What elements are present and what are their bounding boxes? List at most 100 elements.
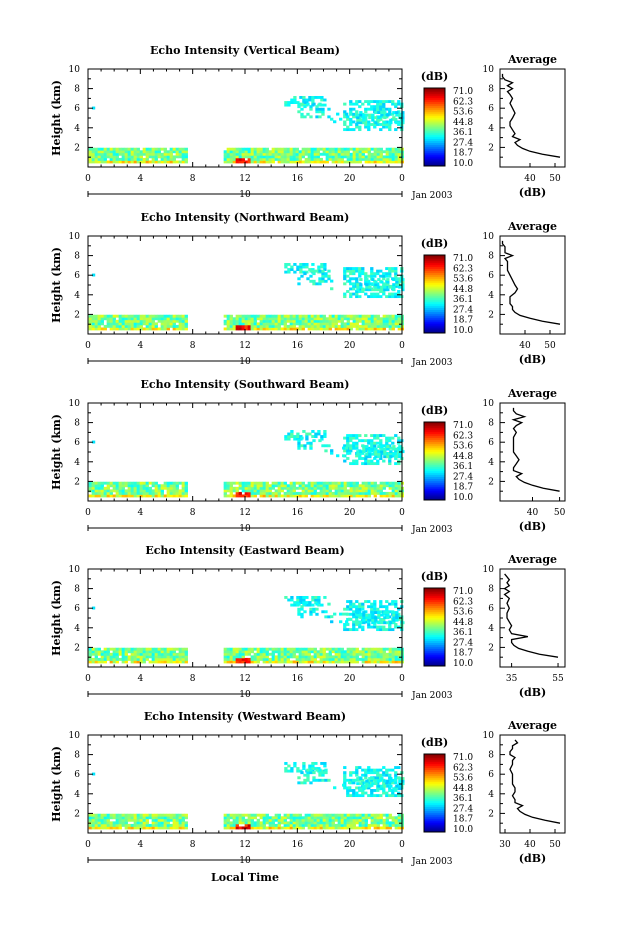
- x-tick-label: 0: [85, 674, 91, 684]
- colorbar-tick-label: 53.6: [453, 108, 473, 118]
- heatmap-cell: [139, 489, 143, 493]
- colorbar-swatch: [424, 783, 445, 786]
- heatmap-cell: [379, 434, 383, 438]
- heatmap-cell: [311, 767, 315, 770]
- heatmap-cell: [296, 435, 300, 438]
- heatmap-cell: [352, 324, 356, 328]
- colorbar-swatch: [424, 150, 445, 153]
- heatmap-cell: [391, 160, 395, 164]
- heatmap-cell: [394, 816, 398, 820]
- heatmap-cell: [184, 157, 188, 161]
- average-y-tick-label: 4: [488, 624, 494, 634]
- heatmap-cell: [94, 491, 98, 495]
- heatmap-cell: [304, 823, 308, 827]
- heatmap-cell: [367, 816, 371, 820]
- heatmap-cell: [169, 650, 173, 654]
- heatmap-cell: [370, 605, 374, 609]
- heatmap-cell: [139, 150, 143, 154]
- heatmap-cell: [352, 771, 356, 775]
- x-tick-label: 16: [292, 341, 304, 351]
- heatmap-cell: [133, 660, 137, 664]
- heatmap-cell: [385, 655, 389, 659]
- colorbar-swatch: [424, 490, 445, 493]
- heatmap-cell: [394, 486, 398, 490]
- heatmap-cell: [283, 647, 287, 651]
- heatmap-cell: [154, 327, 158, 331]
- heatmap-cell: [397, 766, 401, 770]
- heatmap-cell: [115, 818, 119, 822]
- heatmap-cell: [163, 314, 167, 318]
- heatmap-cell: [292, 826, 296, 830]
- heatmap-cell: [286, 160, 290, 164]
- heatmap-cell: [154, 655, 158, 659]
- heatmap-cell: [365, 779, 369, 783]
- heatmap-cell: [232, 655, 236, 659]
- heatmap-cell: [136, 155, 140, 159]
- heatmap-cell: [145, 486, 149, 490]
- heatmap-cell: [377, 116, 381, 120]
- heatmap-cell: [184, 647, 188, 651]
- heatmap-cell: [355, 157, 359, 161]
- heatmap-cell: [172, 324, 176, 328]
- heatmap-cell: [364, 107, 368, 111]
- heatmap-cell: [100, 818, 104, 822]
- heatmap-cell: [178, 160, 182, 164]
- heatmap-cell: [373, 657, 377, 661]
- heatmap-cell: [346, 449, 350, 453]
- heatmap-cell: [379, 768, 383, 772]
- heatmap-cell: [226, 150, 230, 154]
- heatmap-cell: [373, 655, 377, 659]
- heatmap-cell: [175, 494, 179, 498]
- heatmap-cell: [346, 481, 350, 485]
- colorbar-swatch: [424, 775, 445, 778]
- y-tick-label: 6: [74, 271, 80, 281]
- heatmap-cell: [394, 155, 398, 159]
- heatmap-cell: [376, 486, 380, 490]
- heatmap-cell: [316, 826, 320, 830]
- heatmap-cell: [232, 818, 236, 822]
- heatmap-cell: [166, 650, 170, 654]
- heatmap-cell: [376, 123, 380, 126]
- heatmap-cell: [297, 612, 301, 616]
- heatmap-cell: [94, 655, 98, 659]
- heatmap-cell: [100, 491, 104, 495]
- heatmap-cell: [362, 613, 366, 617]
- heatmap-cell: [323, 429, 327, 433]
- heatmap-cell: [241, 816, 245, 820]
- heatmap-cell: [328, 150, 332, 154]
- heatmap-cell: [235, 319, 239, 323]
- heatmap-cell: [295, 319, 299, 323]
- heatmap-cell: [297, 439, 301, 443]
- heatmap-cell: [166, 660, 170, 664]
- heatmap-cell: [309, 279, 313, 283]
- heatmap-cell: [388, 652, 392, 656]
- heatmap-cell: [256, 486, 260, 490]
- heatmap-cells: [88, 761, 405, 830]
- heatmap-cell: [127, 314, 131, 318]
- heatmap-cell: [391, 147, 395, 151]
- x-tick-label: 4: [137, 174, 143, 184]
- x-tick-label: 0: [85, 341, 91, 351]
- heatmap-cell: [232, 494, 236, 498]
- heatmap-cell: [327, 269, 331, 273]
- heatmap-cell: [283, 322, 287, 326]
- heatmap-cell: [287, 101, 291, 104]
- heatmap-cell: [127, 317, 131, 321]
- heatmap-cell: [139, 821, 143, 825]
- heatmap-cell: [181, 821, 185, 825]
- heatmap-cell: [253, 324, 257, 328]
- heatmap-cell: [262, 657, 266, 661]
- heatmap-cell: [298, 322, 302, 326]
- heatmap-cell: [346, 647, 350, 651]
- heatmap-cell: [274, 655, 278, 659]
- heatmap-cell: [296, 767, 300, 770]
- heatmap-cell: [97, 324, 101, 328]
- heatmap-cell: [349, 128, 353, 132]
- heatmap-cell: [283, 324, 287, 328]
- heatmap-cell: [166, 157, 170, 161]
- heatmap-cell: [130, 818, 134, 822]
- heatmap-cell: [373, 152, 377, 156]
- heatmap-cell: [322, 317, 326, 321]
- heatmap-cell: [115, 813, 119, 817]
- heatmap-cell: [379, 600, 383, 604]
